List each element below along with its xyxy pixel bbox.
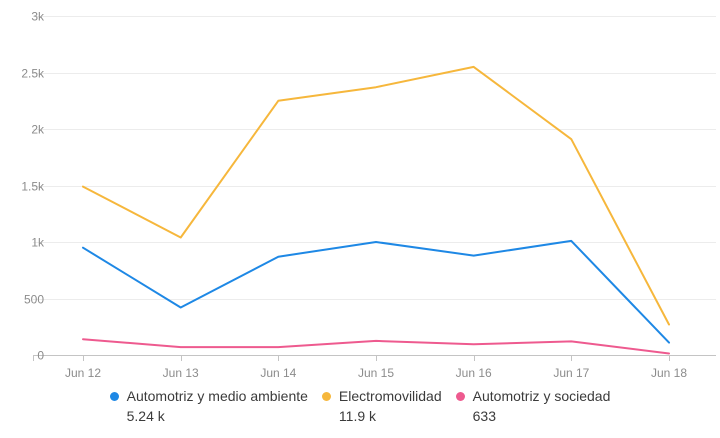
legend-series-total: 633 [472,408,496,424]
chart-legend: Automotriz y medio ambiente 5.24 k Electro… [0,386,720,426]
y-tick-label: 3k [31,10,45,24]
legend-item-automotriz-y-sociedad[interactable]: Automotriz y sociedad 633 [455,386,611,426]
y-tick-label: 1.5k [21,180,45,194]
series-line-automotriz-y-medio-ambiente[interactable] [82,239,670,344]
y-tick-label: 0 [37,349,44,363]
plot-area: 0 500 1k 1.5k 2k 2.5k 3k Jun 12 Jun 13 Jun 14 Jun … [21,10,716,380]
y-tick-label: 500 [24,293,44,307]
legend-series-name: Automotriz y sociedad [472,388,611,404]
series-line-automotriz-y-sociedad[interactable] [82,338,670,355]
legend-item-electromovilidad[interactable]: Electromovilidad 11.9 k [321,386,442,426]
legend-dot-icon [321,392,331,401]
legend-series-name: Automotriz y medio ambiente [126,388,308,404]
legend-item-automotriz-y-medio-ambiente[interactable]: Automotriz y medio ambiente 5.24 k [109,386,308,426]
legend-series-total: 5.24 k [126,408,165,424]
y-tick-label: 1k [31,236,45,250]
x-tick-label: Jun 18 [651,366,687,380]
legend-series-total: 11.9 k [338,408,377,424]
x-tick-label: Jun 12 [65,366,101,380]
x-tick-label: Jun 13 [163,366,199,380]
x-tick-label: Jun 15 [358,366,394,380]
legend-series-name: Electromovilidad [338,388,442,404]
legend-dot-icon [109,392,119,401]
x-tick-label: Jun 14 [260,366,296,380]
legend-dot-icon [455,392,465,401]
x-tick-label: Jun 17 [553,366,589,380]
y-tick-label: 2k [31,123,45,137]
series-line-electromovilidad[interactable] [82,65,670,326]
x-tick-label: Jun 16 [456,366,492,380]
y-tick-label: 2.5k [21,67,45,81]
